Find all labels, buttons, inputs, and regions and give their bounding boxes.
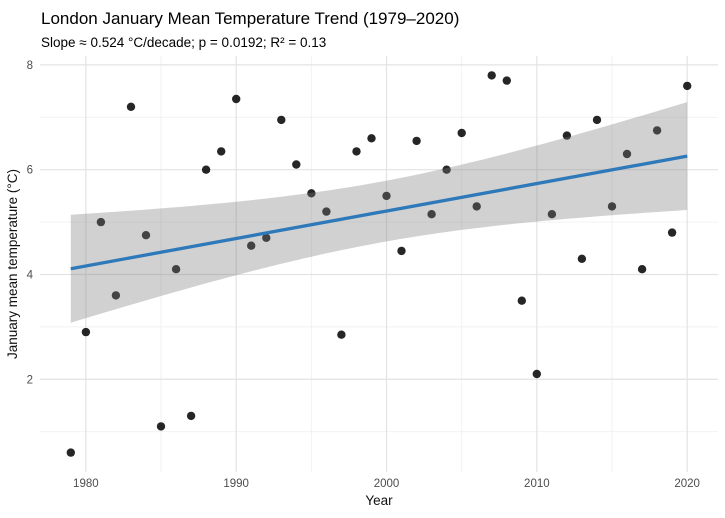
y-axis-tick-label: 6 (27, 165, 33, 177)
x-axis-tick-label: 1990 (223, 478, 249, 490)
data-point (562, 131, 572, 140)
data-point (277, 115, 286, 125)
data-point (487, 71, 496, 80)
data-point (367, 134, 376, 143)
data-point (382, 191, 391, 201)
data-point (352, 147, 361, 156)
data-point (397, 246, 406, 256)
data-point (517, 296, 526, 305)
data-point (232, 94, 241, 104)
data-point (667, 228, 677, 237)
data-point (186, 411, 196, 421)
x-axis-title: Year (365, 493, 393, 508)
chart-subtitle: Slope ≈ 0.524 °C/decade; p = 0.0192; R² … (41, 35, 327, 50)
data-point (217, 147, 226, 156)
x-axis-tick-label: 2010 (524, 478, 550, 490)
data-point (472, 202, 481, 211)
data-point (412, 136, 421, 146)
data-point (337, 330, 346, 339)
data-point (96, 217, 106, 227)
data-point (111, 291, 121, 300)
data-point (201, 165, 211, 174)
data-point (577, 254, 587, 263)
data-point (262, 233, 271, 242)
data-point (502, 76, 511, 85)
x-axis-tick-label: 2000 (374, 478, 400, 490)
data-point (171, 265, 181, 274)
data-point (322, 207, 331, 216)
data-point (307, 189, 316, 198)
data-point (592, 115, 602, 125)
data-point (442, 165, 451, 174)
data-point (457, 128, 466, 138)
y-axis-tick-label: 4 (27, 269, 34, 281)
data-point (607, 202, 617, 211)
y-axis-tick-label: 2 (27, 374, 33, 386)
trend-line (70, 154, 688, 271)
data-point (292, 160, 301, 169)
data-point (547, 210, 557, 219)
data-point (81, 327, 91, 337)
data-point (141, 231, 151, 240)
data-point (652, 126, 662, 135)
data-point (126, 102, 136, 112)
y-axis-tick-label: 8 (27, 60, 33, 72)
data-point (156, 422, 166, 431)
data-point (427, 210, 436, 219)
x-axis-tick-label: 1980 (73, 478, 99, 490)
data-point (247, 241, 256, 250)
data-point (637, 265, 647, 274)
chart-title: London January Mean Temperature Trend (1… (41, 9, 460, 28)
x-axis-tick-label: 2020 (674, 478, 700, 490)
data-point (683, 81, 692, 91)
data-point (66, 448, 76, 457)
y-axis-title: January mean temperature (°C) (5, 169, 20, 359)
data-point (622, 149, 632, 159)
data-point (532, 369, 541, 379)
